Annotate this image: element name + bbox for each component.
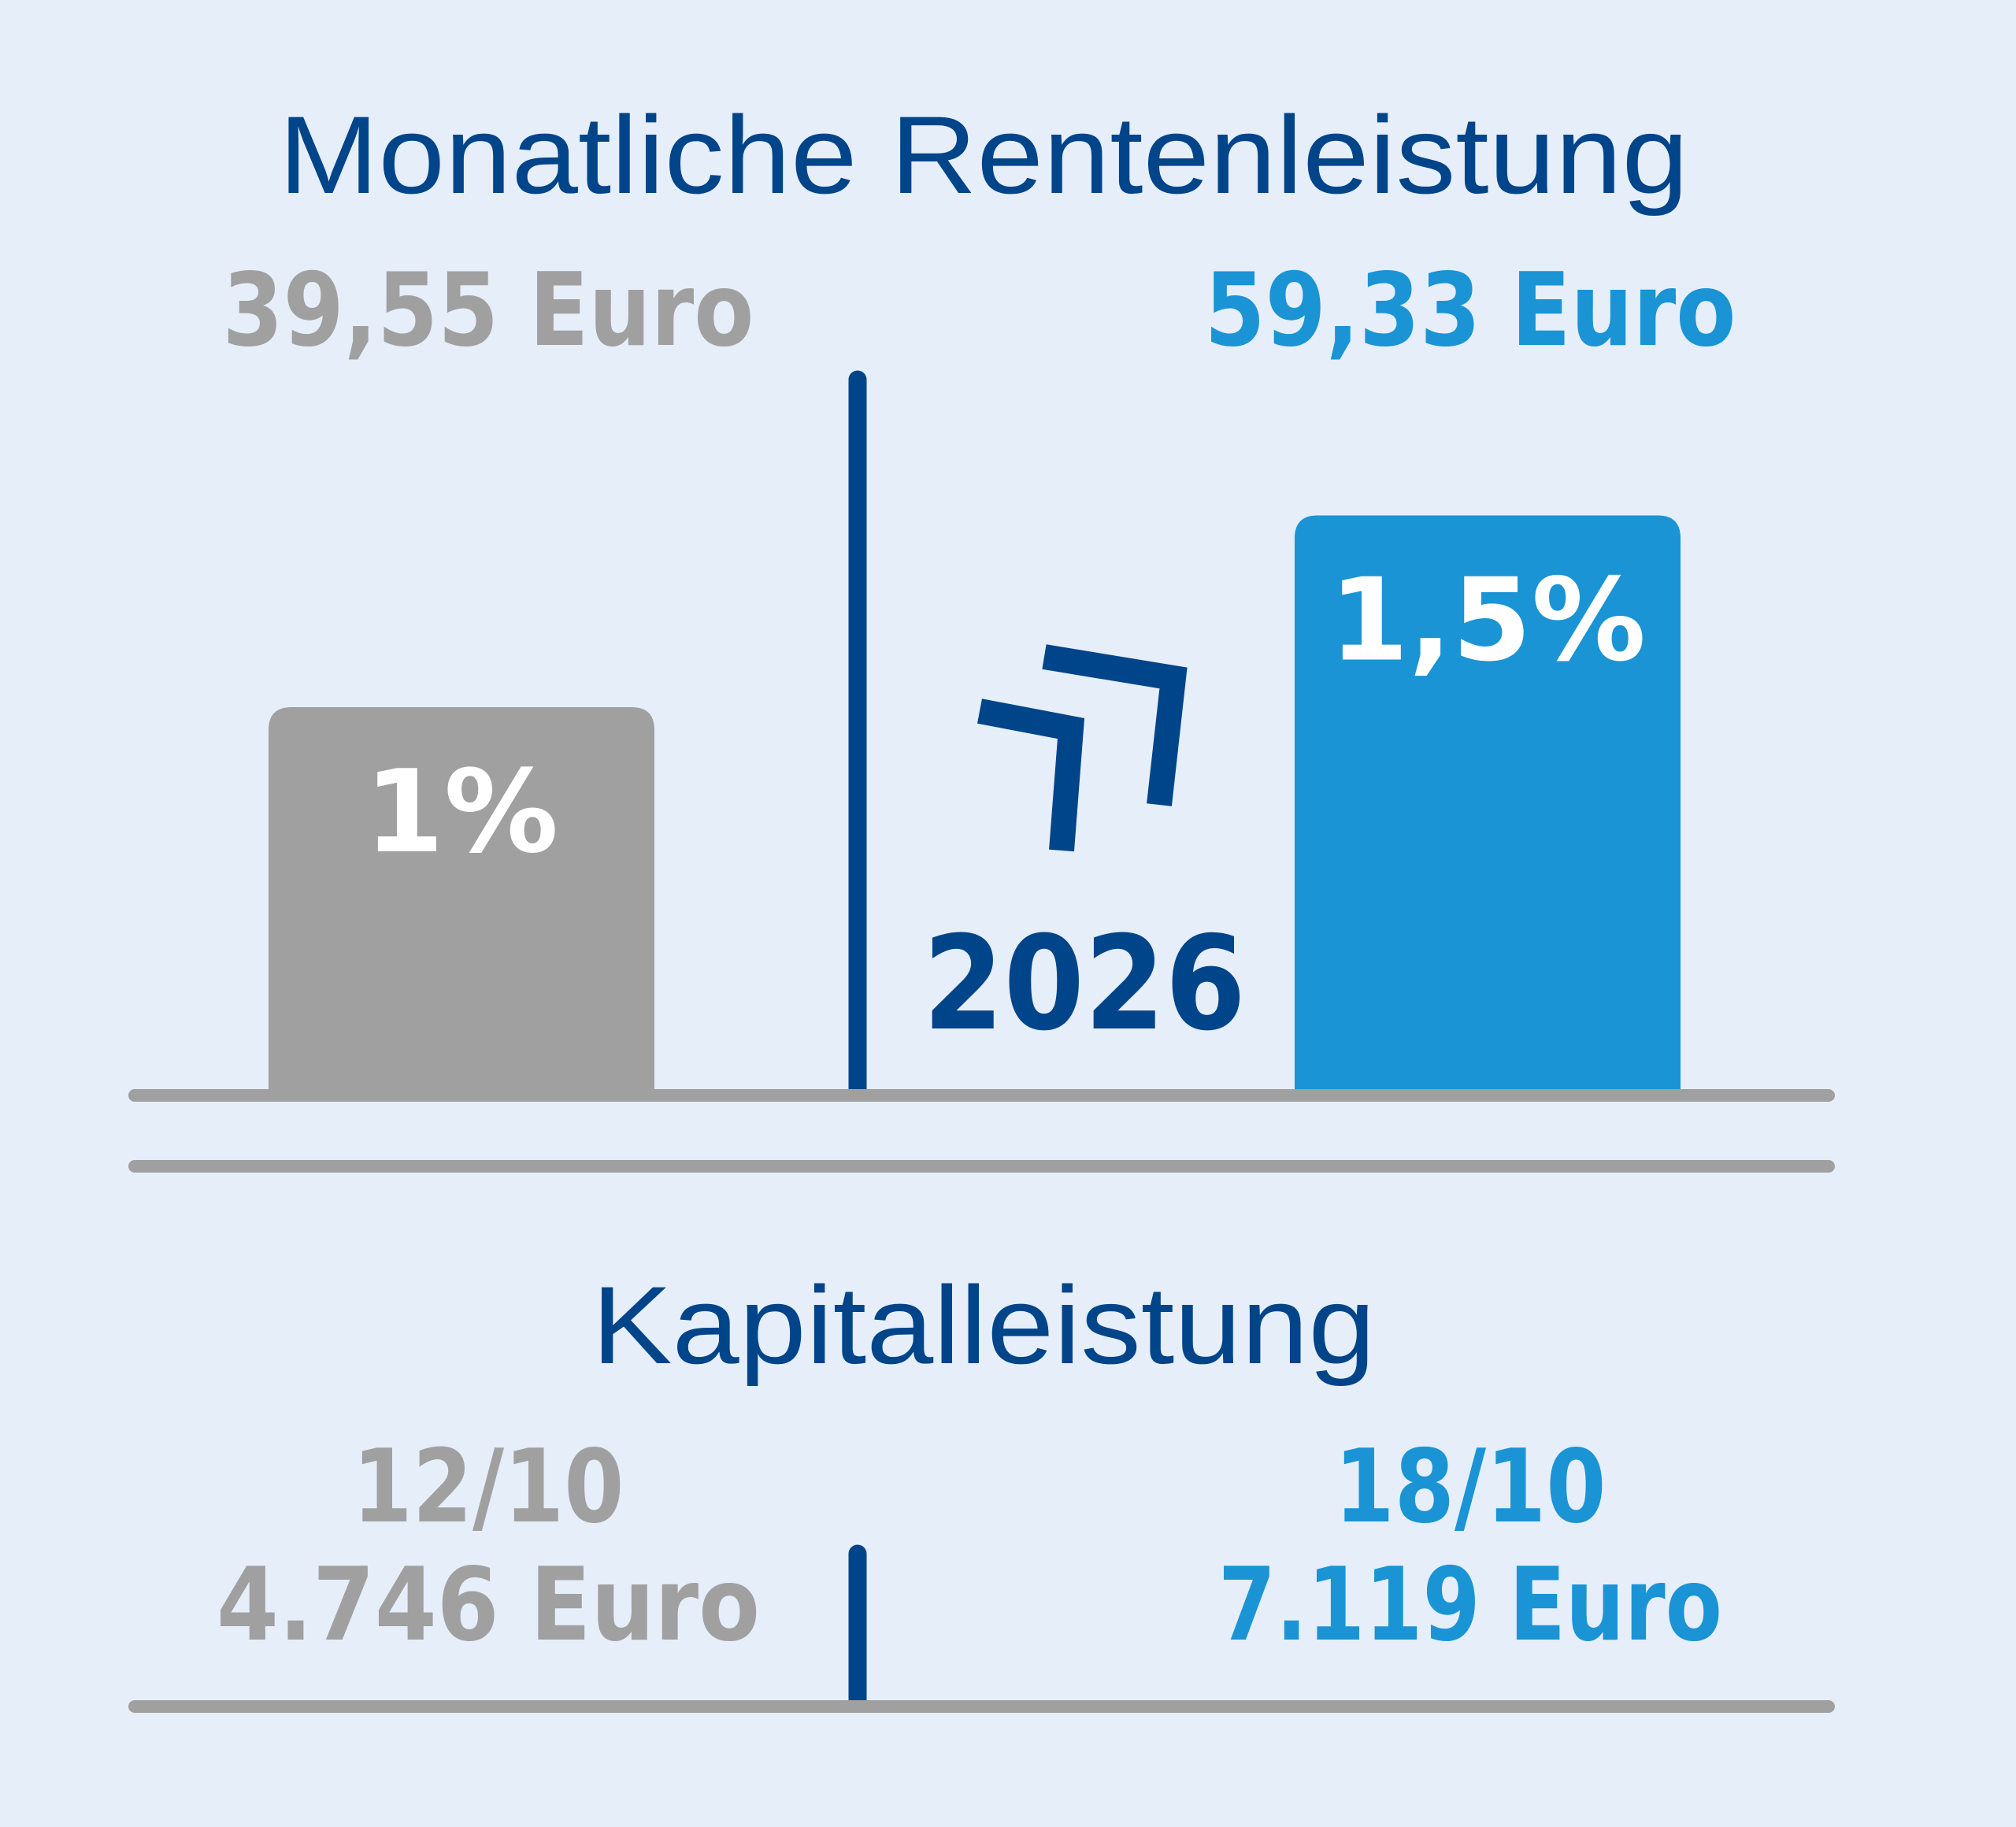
bars: 1% 1,5% (269, 515, 1681, 1091)
bar-label: 1% (365, 746, 558, 879)
bar (269, 707, 654, 1091)
section-title: Kapitalleistung (592, 1263, 1376, 1387)
bar-label: 1,5% (1329, 554, 1646, 687)
amount-left: 39,55 Euro (223, 252, 754, 369)
amount-right: 59,33 Euro (1205, 252, 1736, 369)
amount-right: 7.119 Euro (1218, 1547, 1722, 1664)
year: 2026 (923, 908, 1246, 1059)
ratio-right: 18/10 (1335, 1429, 1606, 1546)
bar (1295, 515, 1681, 1091)
ratio-left: 12/10 (353, 1429, 624, 1546)
section-title: Monatliche Rentenleistung (279, 93, 1688, 217)
amount-left: 4.746 Euro (217, 1547, 760, 1664)
growth-icon (977, 644, 1188, 852)
